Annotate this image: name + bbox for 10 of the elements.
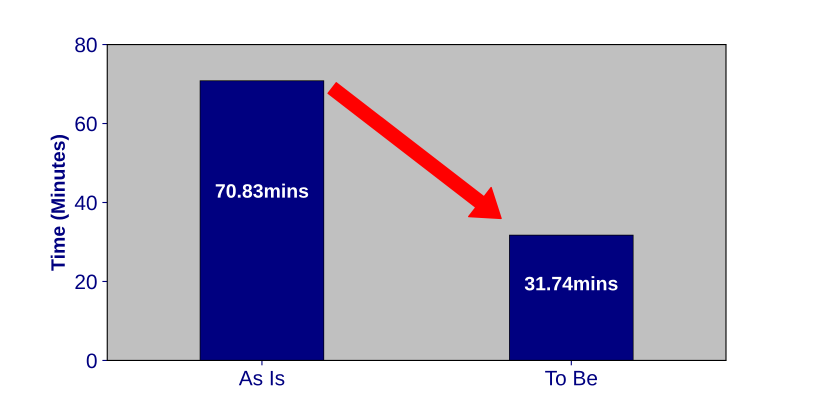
y-tick-label: 0 — [86, 353, 97, 368]
y-tick-label: 40 — [74, 196, 97, 210]
y-axis-title: Time (Minutes) — [50, 135, 69, 271]
y-tick-label: 80 — [75, 38, 97, 52]
y-tick-label: 60 — [75, 116, 97, 132]
y-tick-label: 20 — [75, 274, 97, 290]
data-label: 31.74mins — [524, 276, 618, 290]
x-tick-label: To Be — [545, 370, 598, 386]
data-label: 70.83mins — [216, 184, 308, 198]
x-tick-label: As Is — [238, 370, 284, 386]
